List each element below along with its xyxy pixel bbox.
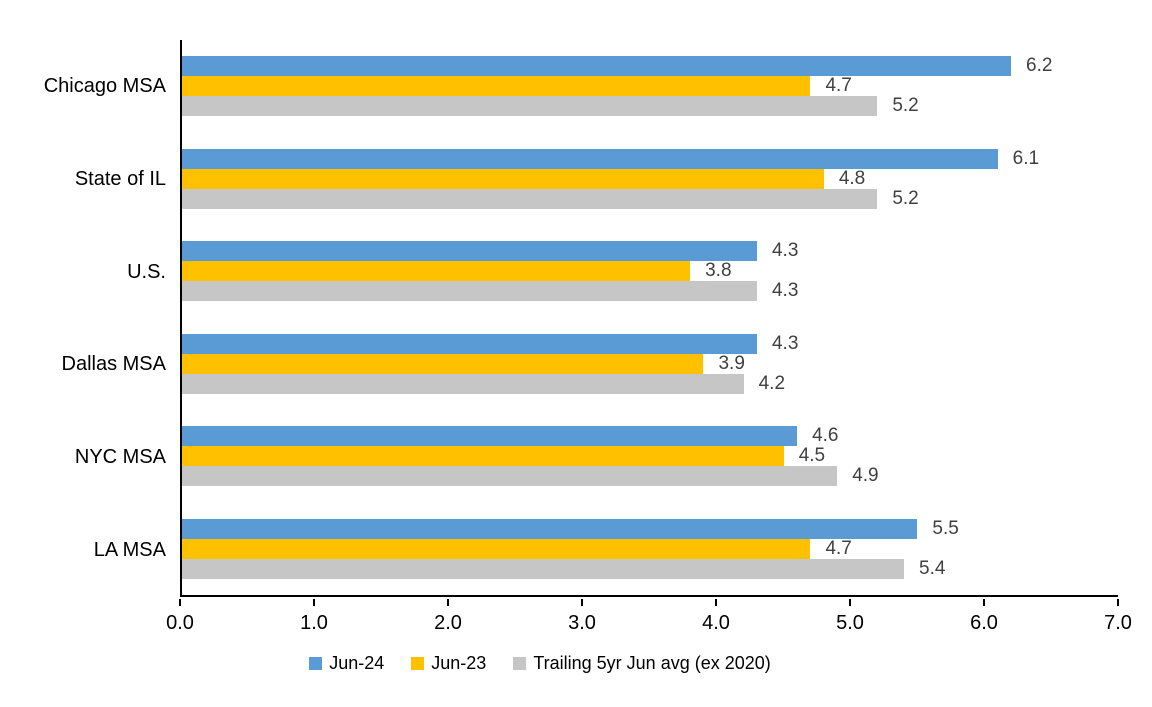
bar-jun-24: [182, 426, 798, 447]
value-label: 4.7: [825, 75, 852, 97]
plot-area: 6.2 4.7 5.2 6.1 4.8 5.2 4.3 3.8 4.3 4.3 3.9 4.2 4.6 4…: [180, 40, 1118, 597]
value-label: 5.2: [892, 187, 919, 209]
value-label: 3.8: [705, 260, 732, 282]
x-axis-tick-label: 2.0: [434, 612, 462, 634]
bar-jun-23: [182, 261, 691, 282]
bar-jun-24: [182, 241, 757, 262]
value-label: 4.9: [852, 465, 879, 487]
legend-label: Trailing 5yr Jun avg (ex 2020): [533, 653, 771, 673]
bar-trailing-5yr-jun-avg-ex-2020: [182, 558, 905, 579]
value-label: 5.2: [892, 95, 919, 117]
bar-jun-24: [182, 56, 1012, 77]
bar-group-chicago-msa: 6.2 4.7 5.2: [182, 40, 1118, 133]
x-axis: 0.0 1.0 2.0 3.0 4.0 5.0 6.0 7.0: [166, 599, 1132, 641]
category-label-dallas-msa: Dallas MSA: [61, 353, 166, 376]
x-axis-tick: [714, 599, 717, 606]
legend-swatch-icon: [309, 657, 323, 670]
category-label-chicago-msa: Chicago MSA: [43, 74, 166, 97]
legend-item-trailing-5yr-jun-avg-ex-2020: Trailing 5yr Jun avg (ex 2020): [513, 653, 771, 674]
bar-row: 4.8: [182, 167, 1118, 189]
x-axis-tick: [581, 599, 583, 606]
bar-row: 6.2: [182, 55, 1118, 77]
bar-group-la-msa: 5.5 4.7 5.4: [182, 503, 1118, 596]
legend-label: Jun-23: [431, 653, 487, 673]
bar-row: 4.7: [182, 537, 1118, 559]
value-label: 5.5: [932, 517, 959, 539]
x-axis-tick: [983, 599, 985, 606]
bar-group-u-s: 4.3 3.8 4.3: [182, 225, 1118, 318]
bar-row: 4.3: [182, 240, 1118, 262]
bar-jun-23: [182, 538, 811, 559]
x-axis-tick-label: 7.0: [1104, 612, 1132, 634]
category-label-u-s: U.S.: [127, 260, 166, 283]
x-axis-tick-label: 4.0: [702, 612, 730, 634]
bar-row: 4.2: [182, 372, 1118, 394]
value-label: 4.3: [771, 240, 799, 262]
bar-trailing-5yr-jun-avg-ex-2020: [182, 466, 838, 487]
x-axis-tick-label: 5.0: [836, 612, 864, 634]
bar-jun-23: [182, 168, 824, 189]
bar-jun-23: [182, 446, 784, 467]
value-label: 4.3: [771, 280, 799, 302]
legend-label: Jun-24: [329, 653, 385, 673]
bar-trailing-5yr-jun-avg-ex-2020: [182, 96, 878, 117]
bar-row: 5.5: [182, 517, 1118, 539]
bar-row: 4.5: [182, 445, 1118, 467]
bar-trailing-5yr-jun-avg-ex-2020: [182, 281, 757, 302]
bar-row: 5.4: [182, 557, 1118, 579]
value-label: 4.5: [798, 445, 826, 467]
category-axis: Chicago MSA State of IL U.S. Dallas MSA NYC …: [0, 40, 166, 597]
legend-swatch-icon: [513, 657, 527, 670]
category-label-la-msa: LA MSA: [93, 539, 166, 562]
x-axis-tick: [849, 599, 851, 606]
value-label: 4.8: [838, 167, 866, 189]
value-label: 4.3: [771, 332, 799, 354]
value-label: 5.4: [919, 557, 946, 579]
x-axis-tick-label: 1.0: [300, 612, 328, 634]
value-label: 6.1: [1012, 147, 1040, 169]
value-label: 4.6: [812, 425, 839, 447]
legend-swatch-icon: [411, 657, 425, 670]
x-axis-tick: [1117, 599, 1119, 606]
bar-row: 3.8: [182, 260, 1118, 282]
bar-row: 6.1: [182, 147, 1118, 169]
bar-row: 5.2: [182, 187, 1118, 209]
bar-jun-23: [182, 76, 811, 97]
x-axis-tick-label: 6.0: [970, 612, 998, 634]
bar-row: 4.3: [182, 332, 1118, 354]
legend-item-jun-23: Jun-23: [411, 653, 486, 674]
bar-jun-23: [182, 353, 704, 374]
value-label: 4.7: [825, 537, 852, 559]
value-label: 3.9: [718, 352, 745, 374]
bar-row: 4.6: [182, 425, 1118, 447]
bar-jun-24: [182, 148, 998, 169]
bar-group-state-of-il: 6.1 4.8 5.2: [182, 133, 1118, 226]
x-axis-tick: [312, 599, 315, 606]
bar-row: 4.7: [182, 75, 1118, 97]
bar-group-nyc-msa: 4.6 4.5 4.9: [182, 410, 1118, 503]
x-axis-tick-label: 3.0: [568, 612, 596, 634]
bar-jun-24: [182, 518, 918, 539]
bar-row: 3.9: [182, 352, 1118, 374]
x-axis-tick: [446, 599, 449, 606]
value-label: 6.2: [1026, 55, 1053, 77]
bar-trailing-5yr-jun-avg-ex-2020: [182, 188, 878, 209]
legend-item-jun-24: Jun-24: [309, 653, 384, 674]
legend: Jun-24 Jun-23 Trailing 5yr Jun avg (ex 202…: [0, 653, 1116, 674]
x-axis-tick: [179, 599, 181, 606]
bar-jun-24: [182, 333, 757, 354]
category-label-state-of-il: State of IL: [74, 167, 166, 190]
category-label-nyc-msa: NYC MSA: [74, 446, 166, 469]
bar-group-dallas-msa: 4.3 3.9 4.2: [182, 318, 1118, 411]
value-label: 4.2: [758, 372, 786, 394]
bar-row: 4.3: [182, 280, 1118, 302]
bar-trailing-5yr-jun-avg-ex-2020: [182, 373, 744, 394]
bar-row: 5.2: [182, 95, 1118, 117]
x-axis-tick-label: 0.0: [166, 612, 194, 634]
bar-row: 4.9: [182, 465, 1118, 487]
